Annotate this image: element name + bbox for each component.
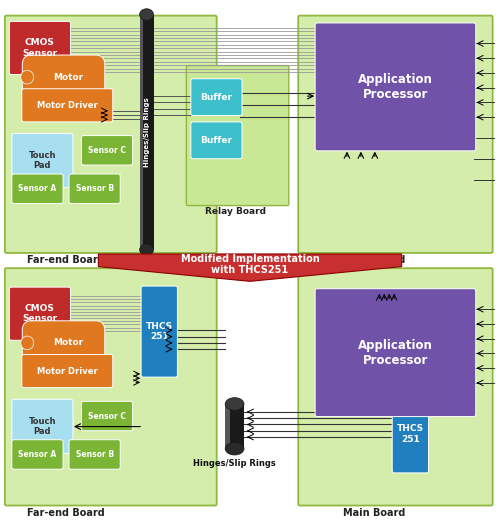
Text: Far-end Board: Far-end Board bbox=[27, 508, 105, 517]
Text: Sensor C: Sensor C bbox=[88, 146, 126, 155]
FancyBboxPatch shape bbox=[298, 268, 492, 506]
Text: Touch
Pad: Touch Pad bbox=[28, 417, 56, 436]
FancyBboxPatch shape bbox=[12, 440, 63, 469]
Text: Modified Implementation
with THCS251: Modified Implementation with THCS251 bbox=[180, 254, 320, 275]
Text: Application
Processor: Application Processor bbox=[358, 339, 433, 367]
Text: Relay Board: Relay Board bbox=[204, 207, 266, 216]
Text: Motor: Motor bbox=[54, 72, 84, 81]
Text: THCS
251: THCS 251 bbox=[397, 424, 424, 444]
FancyBboxPatch shape bbox=[141, 286, 178, 377]
Ellipse shape bbox=[225, 442, 244, 455]
FancyBboxPatch shape bbox=[5, 15, 216, 253]
Text: Hinges/Slip Rings: Hinges/Slip Rings bbox=[144, 97, 150, 167]
FancyBboxPatch shape bbox=[315, 289, 476, 416]
Text: Motor Driver: Motor Driver bbox=[37, 101, 98, 110]
FancyBboxPatch shape bbox=[12, 133, 73, 188]
Text: Sensor C: Sensor C bbox=[88, 412, 126, 421]
Text: Touch
Pad: Touch Pad bbox=[28, 151, 56, 170]
FancyBboxPatch shape bbox=[22, 55, 105, 99]
FancyBboxPatch shape bbox=[392, 395, 428, 473]
FancyBboxPatch shape bbox=[82, 402, 132, 431]
Text: Hinges/Slip Rings: Hinges/Slip Rings bbox=[193, 459, 276, 468]
Polygon shape bbox=[98, 254, 402, 281]
Circle shape bbox=[21, 336, 34, 350]
Text: Far-end Board: Far-end Board bbox=[27, 255, 105, 265]
Text: CMOS
Sensor: CMOS Sensor bbox=[22, 38, 58, 58]
Text: Application
Processor: Application Processor bbox=[358, 73, 433, 101]
FancyBboxPatch shape bbox=[298, 15, 492, 253]
Bar bbox=[225, 404, 244, 449]
FancyBboxPatch shape bbox=[186, 66, 289, 206]
FancyBboxPatch shape bbox=[315, 23, 476, 151]
FancyBboxPatch shape bbox=[82, 135, 132, 165]
FancyBboxPatch shape bbox=[10, 287, 70, 340]
Ellipse shape bbox=[140, 9, 153, 20]
FancyBboxPatch shape bbox=[12, 399, 73, 453]
Text: Buffer: Buffer bbox=[200, 93, 232, 102]
Circle shape bbox=[21, 70, 34, 84]
Bar bbox=[140, 14, 143, 250]
Text: THCS
251: THCS 251 bbox=[146, 322, 173, 341]
FancyBboxPatch shape bbox=[22, 89, 113, 122]
FancyBboxPatch shape bbox=[191, 122, 242, 159]
Text: Main Board: Main Board bbox=[343, 255, 406, 265]
FancyBboxPatch shape bbox=[69, 174, 120, 204]
FancyBboxPatch shape bbox=[22, 354, 113, 388]
Bar bbox=[225, 404, 230, 449]
Text: Sensor B: Sensor B bbox=[76, 184, 114, 193]
Ellipse shape bbox=[140, 244, 153, 256]
Text: Sensor B: Sensor B bbox=[76, 450, 114, 459]
FancyBboxPatch shape bbox=[69, 440, 120, 469]
Text: Sensor A: Sensor A bbox=[18, 450, 57, 459]
Text: Buffer: Buffer bbox=[200, 136, 232, 145]
Text: CMOS
Sensor: CMOS Sensor bbox=[22, 304, 58, 323]
FancyBboxPatch shape bbox=[5, 268, 216, 506]
FancyBboxPatch shape bbox=[22, 321, 105, 365]
FancyBboxPatch shape bbox=[10, 21, 70, 75]
Text: Main Board: Main Board bbox=[343, 508, 406, 517]
FancyBboxPatch shape bbox=[12, 174, 63, 204]
Text: Motor Driver: Motor Driver bbox=[37, 367, 98, 376]
Bar bbox=[140, 14, 153, 250]
FancyBboxPatch shape bbox=[191, 79, 242, 115]
Text: Motor: Motor bbox=[54, 339, 84, 348]
Ellipse shape bbox=[225, 398, 244, 411]
Text: Sensor A: Sensor A bbox=[18, 184, 57, 193]
